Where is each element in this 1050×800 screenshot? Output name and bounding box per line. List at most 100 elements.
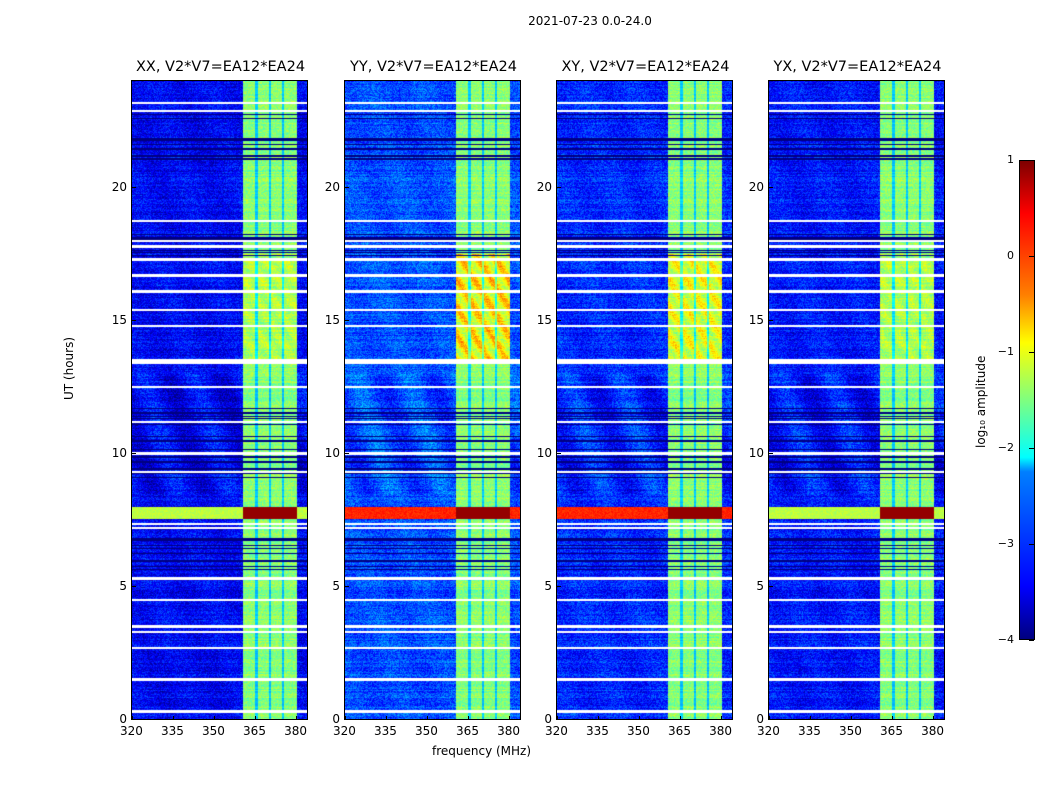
y-tick-label: 15 bbox=[536, 313, 552, 328]
colorbar-label: log₁₀ amplitude bbox=[974, 355, 988, 448]
x-tick bbox=[639, 716, 641, 720]
panel-yx: YX, V2*V7=EA12*EA24 bbox=[768, 59, 945, 720]
x-tick-label: 365 bbox=[668, 724, 691, 738]
y-tick bbox=[345, 453, 349, 455]
waterfall-heatmap bbox=[557, 81, 732, 719]
x-tick bbox=[173, 716, 175, 720]
y-tick bbox=[132, 719, 136, 720]
y-tick bbox=[557, 320, 561, 322]
y-tick-label: 15 bbox=[324, 313, 340, 328]
y-tick-label: 5 bbox=[332, 579, 340, 594]
y-tick-label: 10 bbox=[536, 446, 552, 461]
y-tick bbox=[345, 719, 349, 720]
y-tick-label: 15 bbox=[111, 313, 127, 328]
colorbar-tick bbox=[1029, 256, 1034, 257]
x-tick bbox=[509, 716, 511, 720]
x-tick-label: 365 bbox=[456, 724, 479, 738]
y-tick bbox=[557, 586, 561, 588]
y-tick-label: 10 bbox=[748, 446, 764, 461]
x-tick-label: 335 bbox=[374, 724, 397, 738]
y-tick-label: 20 bbox=[111, 180, 127, 195]
y-tick-label: 0 bbox=[544, 712, 552, 726]
x-tick-label: 320 bbox=[120, 724, 143, 738]
x-tick bbox=[132, 716, 133, 720]
y-tick bbox=[557, 187, 561, 189]
x-tick bbox=[933, 716, 935, 720]
y-tick bbox=[132, 453, 136, 455]
x-tick-label: 380 bbox=[921, 724, 944, 738]
colorbar-tick bbox=[1029, 448, 1034, 449]
y-tick bbox=[345, 586, 349, 588]
x-tick bbox=[296, 716, 298, 720]
y-tick bbox=[132, 187, 136, 189]
x-tick-label: 380 bbox=[284, 724, 307, 738]
waterfall-heatmap bbox=[132, 81, 307, 719]
x-axis-label: frequency (MHz) bbox=[432, 744, 532, 758]
panel-title: YY, V2*V7=EA12*EA24 bbox=[350, 59, 517, 75]
y-tick bbox=[769, 187, 773, 189]
y-tick-label: 0 bbox=[332, 712, 340, 726]
colorbar-tick bbox=[1029, 352, 1034, 353]
x-tick-label: 350 bbox=[839, 724, 862, 738]
y-tick-label: 15 bbox=[748, 313, 764, 328]
x-tick bbox=[680, 716, 682, 720]
y-tick bbox=[769, 320, 773, 322]
colorbar bbox=[1019, 160, 1035, 640]
y-tick-label: 5 bbox=[756, 579, 764, 594]
y-tick-label: 10 bbox=[111, 446, 127, 461]
panel-xy: XY, V2*V7=EA12*EA24 bbox=[556, 59, 733, 720]
y-axis-label: UT (hours) bbox=[62, 336, 76, 400]
x-tick-label: 350 bbox=[415, 724, 438, 738]
y-tick-label: 0 bbox=[119, 712, 127, 726]
waterfall-heatmap bbox=[769, 81, 944, 719]
colorbar-tick-label: −3 bbox=[997, 537, 1014, 550]
x-tick bbox=[810, 716, 812, 720]
waterfall-heatmap bbox=[345, 81, 520, 719]
y-tick bbox=[132, 320, 136, 322]
figure-title: 2021-07-23 0.0-24.0 bbox=[528, 14, 652, 28]
colorbar-tick-label: −2 bbox=[997, 441, 1014, 454]
y-tick bbox=[769, 586, 773, 588]
y-tick-label: 0 bbox=[756, 712, 764, 726]
y-tick bbox=[769, 453, 773, 455]
panel-xx: XX, V2*V7=EA12*EA24 bbox=[131, 59, 308, 720]
x-tick bbox=[769, 716, 770, 720]
colorbar-tick bbox=[1029, 544, 1034, 545]
x-tick-label: 335 bbox=[586, 724, 609, 738]
y-tick-label: 20 bbox=[536, 180, 552, 195]
panel-yy: YY, V2*V7=EA12*EA24 bbox=[344, 59, 521, 720]
x-tick bbox=[598, 716, 600, 720]
x-tick-label: 320 bbox=[757, 724, 780, 738]
colorbar-tick-label: −4 bbox=[997, 633, 1014, 646]
x-tick-label: 350 bbox=[627, 724, 650, 738]
x-tick-label: 335 bbox=[161, 724, 184, 738]
x-tick bbox=[427, 716, 429, 720]
y-tick-label: 5 bbox=[544, 579, 552, 594]
x-tick-label: 365 bbox=[243, 724, 266, 738]
y-tick bbox=[345, 187, 349, 189]
y-tick bbox=[345, 320, 349, 322]
y-tick bbox=[769, 719, 773, 720]
y-tick bbox=[132, 586, 136, 588]
x-tick bbox=[557, 716, 558, 720]
y-tick bbox=[557, 453, 561, 455]
y-tick-label: 20 bbox=[748, 180, 764, 195]
x-tick-label: 335 bbox=[798, 724, 821, 738]
x-tick-label: 320 bbox=[333, 724, 356, 738]
x-tick-label: 365 bbox=[880, 724, 903, 738]
x-tick bbox=[345, 716, 346, 720]
x-tick-label: 350 bbox=[202, 724, 225, 738]
y-tick-label: 10 bbox=[324, 446, 340, 461]
panel-title: XY, V2*V7=EA12*EA24 bbox=[561, 59, 730, 75]
x-tick-label: 380 bbox=[709, 724, 732, 738]
x-tick bbox=[892, 716, 894, 720]
y-tick-label: 5 bbox=[119, 579, 127, 594]
colorbar-tick-label: 0 bbox=[1007, 249, 1014, 262]
colorbar-tick bbox=[1029, 640, 1034, 641]
x-tick-label: 380 bbox=[497, 724, 520, 738]
colorbar-tick-label: −1 bbox=[997, 345, 1014, 358]
colorbar-tick-label: 1 bbox=[1007, 153, 1014, 166]
y-tick bbox=[557, 719, 561, 720]
x-tick bbox=[468, 716, 470, 720]
